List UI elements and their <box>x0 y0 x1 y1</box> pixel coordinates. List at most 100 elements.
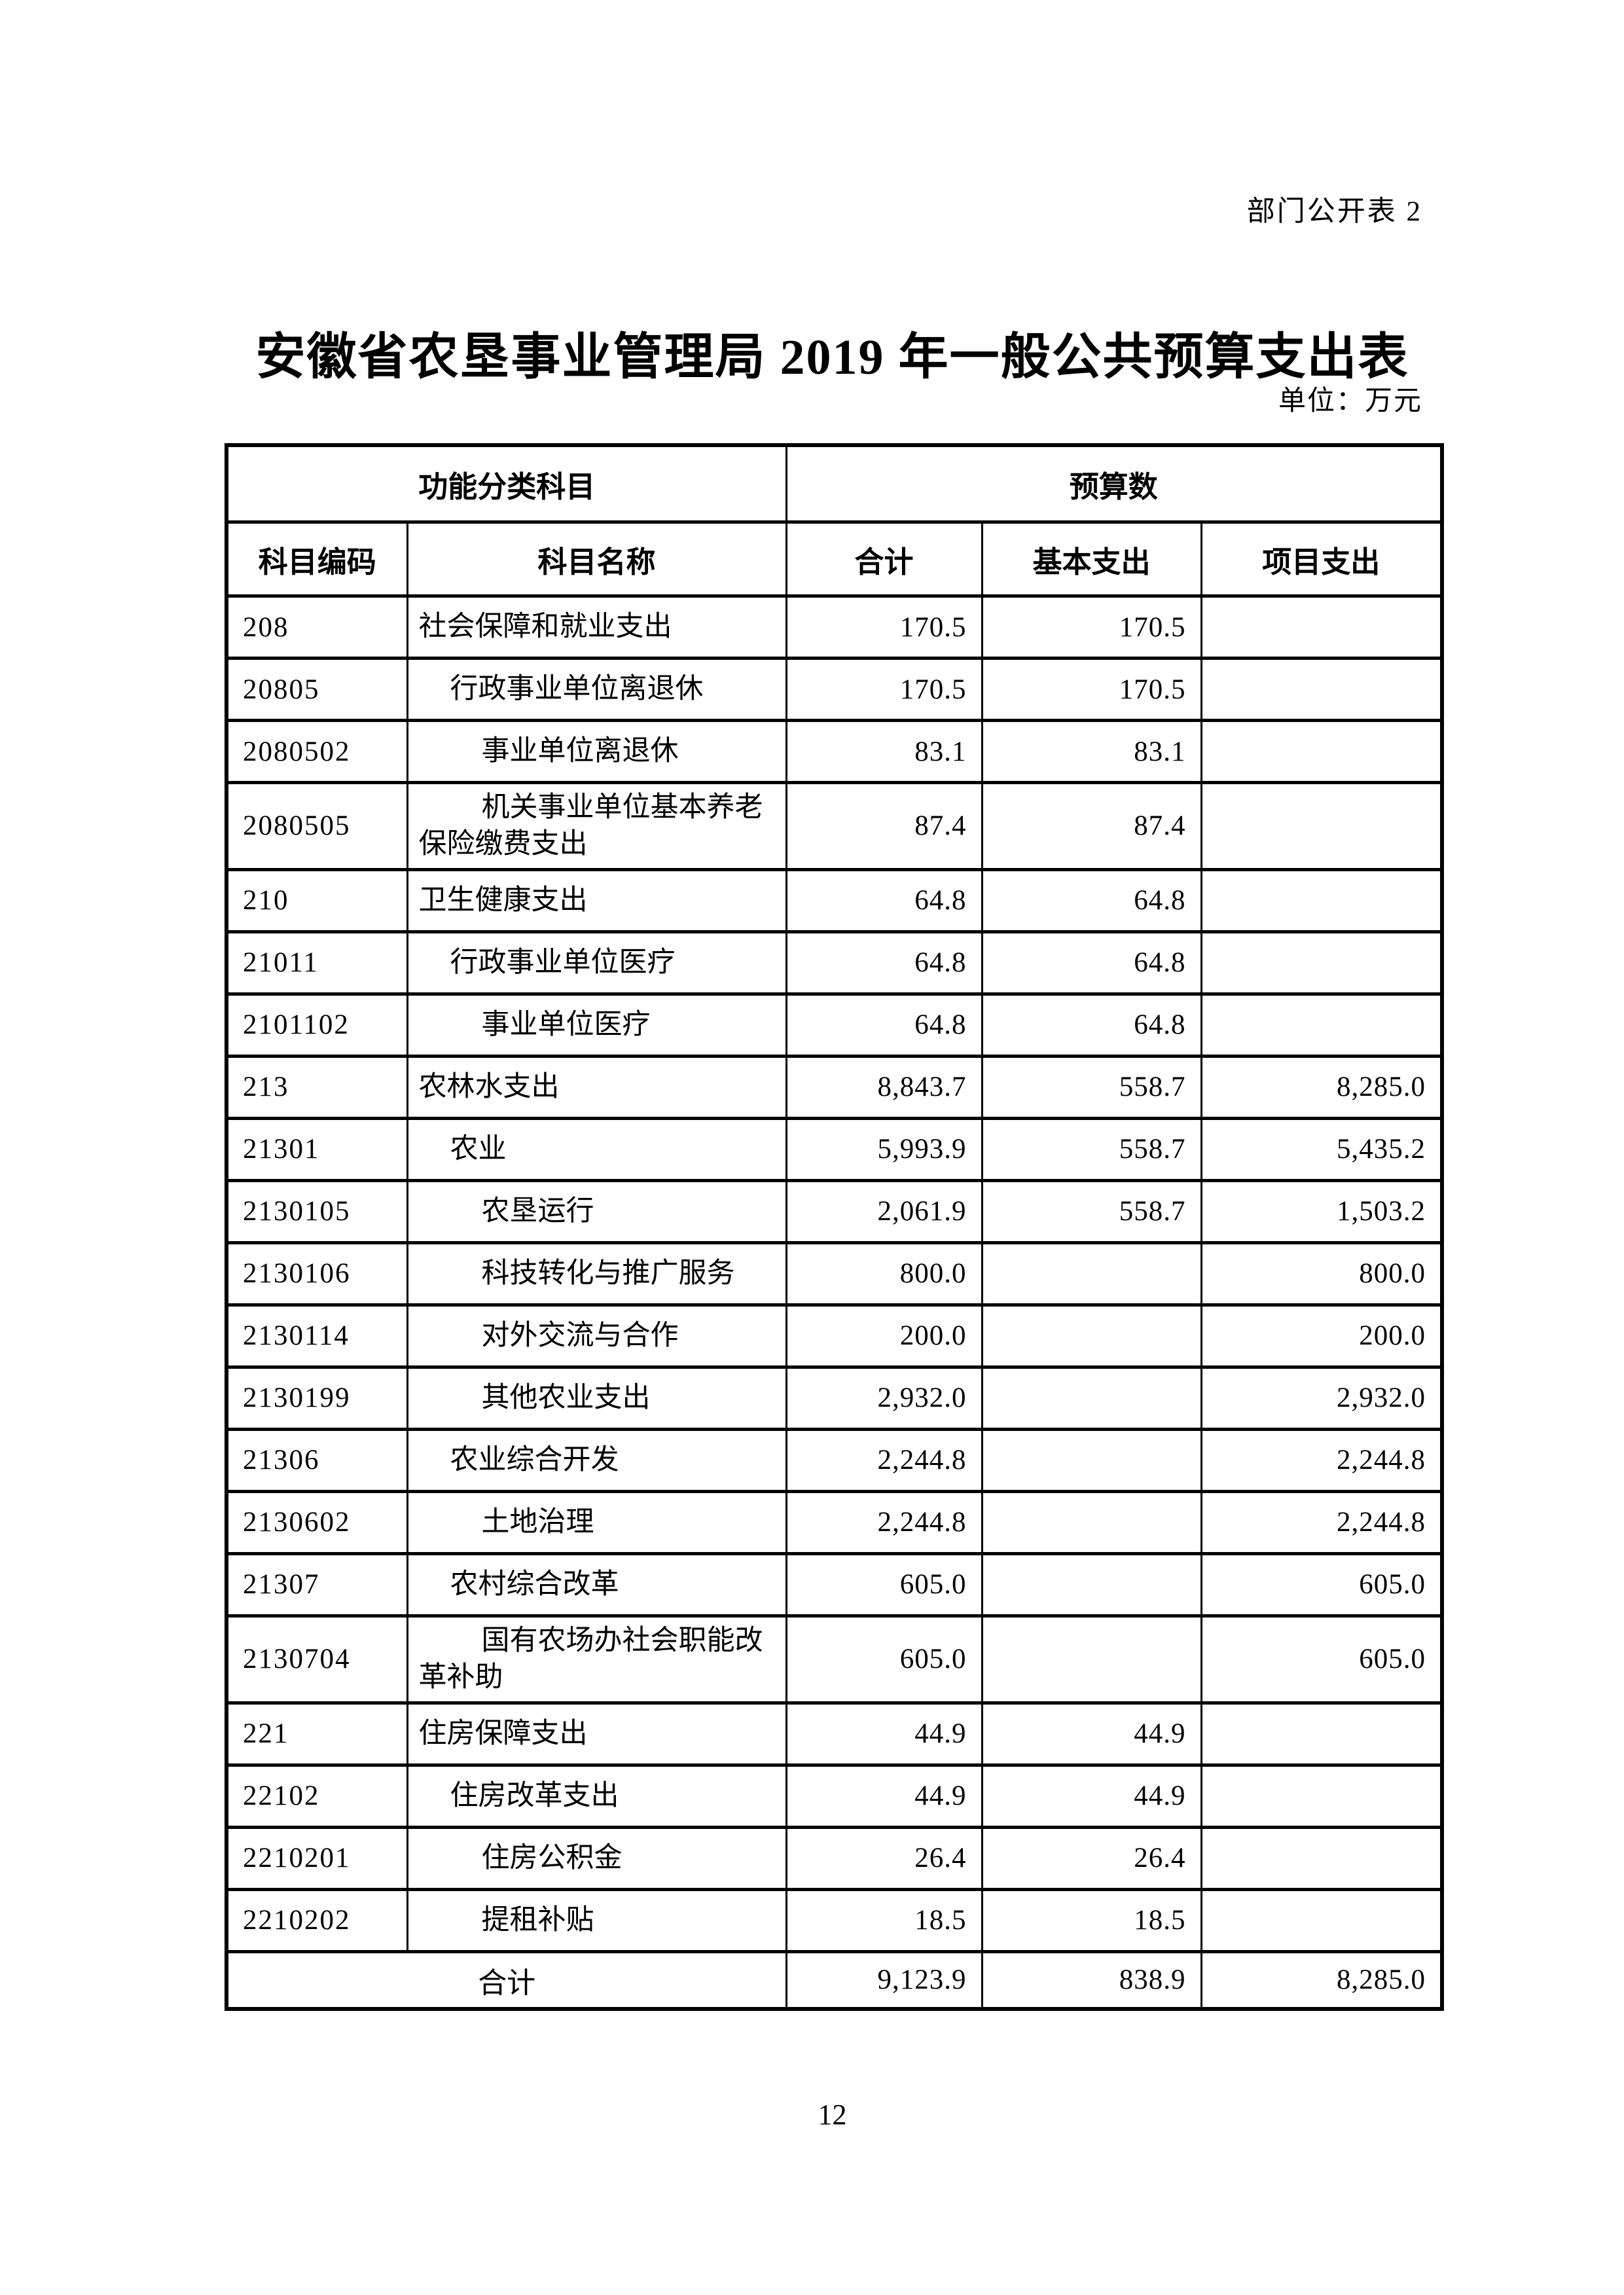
total-amount-cell: 44.9 <box>785 1763 983 1829</box>
project-expenditure-cell: 2,932.0 <box>1200 1365 1443 1431</box>
total-amount-cell: 2,244.8 <box>785 1489 983 1555</box>
total-amount-cell: 5,993.9 <box>785 1116 983 1182</box>
subject-code-cell: 2130114 <box>225 1303 408 1369</box>
subject-name-cell: 其他农业支出 <box>406 1365 787 1431</box>
table-row: 2080505 机关事业单位基本养老保险缴费支出 87.4 87.4 <box>225 781 1443 871</box>
total-amount-cell: 64.8 <box>785 992 983 1058</box>
table-body: 208 社会保障和就业支出 170.5 170.5 20805 行政事业单位离退休 170.… <box>225 594 1443 1953</box>
header-budget-numbers: 预算数 <box>785 443 1443 524</box>
table-row: 2130105 农垦运行 2,061.9 558.7 1,503.2 <box>225 1178 1443 1244</box>
subject-name-cell: 提租补贴 <box>406 1887 787 1953</box>
subject-name-cell: 国有农场办社会职能改革补助 <box>406 1614 787 1705</box>
subject-name-cell: 农垦运行 <box>406 1178 787 1244</box>
basic-expenditure-cell: 170.5 <box>981 657 1202 722</box>
subject-code-cell: 21301 <box>225 1116 408 1182</box>
totals-row: 合计 9,123.9 838.9 8,285.0 <box>225 1949 1443 2011</box>
project-expenditure-cell: 2,244.8 <box>1200 1427 1443 1493</box>
basic-expenditure-cell: 558.7 <box>981 1116 1202 1182</box>
project-expenditure-cell <box>1200 1701 1443 1767</box>
basic-expenditure-cell: 44.9 <box>981 1701 1202 1767</box>
subject-code-cell: 2130106 <box>225 1240 408 1307</box>
page-title: 安徽省农垦事业管理局 2019 年一般公共预算支出表 <box>255 329 1409 385</box>
total-amount-cell: 2,061.9 <box>785 1178 983 1244</box>
subject-name-cell: 社会保障和就业支出 <box>406 594 787 660</box>
subject-name-cell: 卫生健康支出 <box>406 867 787 933</box>
subject-code-cell: 2210202 <box>225 1887 408 1953</box>
table-row: 20805 行政事业单位离退休 170.5 170.5 <box>225 657 1443 722</box>
basic-expenditure-cell: 558.7 <box>981 1178 1202 1244</box>
table-footer: 合计 9,123.9 838.9 8,285.0 <box>225 1949 1443 2011</box>
subject-code-cell: 221 <box>225 1701 408 1767</box>
table-row: 2130106 科技转化与推广服务 800.0 800.0 <box>225 1240 1443 1307</box>
subject-code-cell: 213 <box>225 1054 408 1120</box>
total-amount-cell: 83.1 <box>785 719 983 784</box>
subject-name-cell: 土地治理 <box>406 1489 787 1555</box>
basic-expenditure-cell: 44.9 <box>981 1763 1202 1829</box>
subject-code-cell: 2210201 <box>225 1825 408 1891</box>
header-group-row: 功能分类科目 预算数 <box>225 443 1443 524</box>
basic-expenditure-cell <box>981 1303 1202 1369</box>
basic-expenditure-cell <box>981 1240 1202 1307</box>
subject-code-cell: 2130199 <box>225 1365 408 1431</box>
totals-basic-cell: 838.9 <box>981 1949 1202 2011</box>
project-expenditure-cell <box>1200 1887 1443 1953</box>
project-expenditure-cell <box>1200 930 1443 996</box>
table-row: 2210201 住房公积金 26.4 26.4 <box>225 1825 1443 1891</box>
col-header-project-expenditure: 项目支出 <box>1200 520 1443 598</box>
basic-expenditure-cell: 64.8 <box>981 867 1202 933</box>
col-header-subject-code: 科目编码 <box>225 520 408 598</box>
total-amount-cell: 87.4 <box>785 781 983 871</box>
table-row: 2130199 其他农业支出 2,932.0 2,932.0 <box>225 1365 1443 1431</box>
table-row: 2130114 对外交流与合作 200.0 200.0 <box>225 1303 1443 1369</box>
subject-name-cell: 事业单位医疗 <box>406 992 787 1058</box>
basic-expenditure-cell: 170.5 <box>981 594 1202 660</box>
subject-name-cell: 对外交流与合作 <box>406 1303 787 1369</box>
header-columns-row: 科目编码 科目名称 合计 基本支出 项目支出 <box>225 520 1443 598</box>
total-amount-cell: 170.5 <box>785 657 983 722</box>
total-amount-cell: 26.4 <box>785 1825 983 1891</box>
basic-expenditure-cell <box>981 1427 1202 1493</box>
totals-label-cell: 合计 <box>225 1949 787 2011</box>
subject-name-cell: 行政事业单位离退休 <box>406 657 787 722</box>
subject-name-cell: 农林水支出 <box>406 1054 787 1120</box>
table-row: 22102 住房改革支出 44.9 44.9 <box>225 1763 1443 1829</box>
subject-name-cell: 科技转化与推广服务 <box>406 1240 787 1307</box>
corner-label: 部门公开表 2 <box>1246 196 1422 227</box>
total-amount-cell: 44.9 <box>785 1701 983 1767</box>
total-amount-cell: 605.0 <box>785 1551 983 1617</box>
subject-code-cell: 2080505 <box>225 781 408 871</box>
budget-table: 功能分类科目 预算数 科目编码 科目名称 合计 基本支出 项目支出 208 社会保… <box>225 443 1445 2011</box>
project-expenditure-cell: 5,435.2 <box>1200 1116 1443 1182</box>
table-row: 21306 农业综合开发 2,244.8 2,244.8 <box>225 1427 1443 1493</box>
table-row: 208 社会保障和就业支出 170.5 170.5 <box>225 594 1443 660</box>
table-row: 2130704 国有农场办社会职能改革补助 605.0 605.0 <box>225 1614 1443 1705</box>
basic-expenditure-cell: 87.4 <box>981 781 1202 871</box>
subject-name-cell: 住房改革支出 <box>406 1763 787 1829</box>
basic-expenditure-cell: 26.4 <box>981 1825 1202 1891</box>
subject-code-cell: 21011 <box>225 930 408 996</box>
table-row: 213 农林水支出 8,843.7 558.7 8,285.0 <box>225 1054 1443 1120</box>
total-amount-cell: 170.5 <box>785 594 983 660</box>
project-expenditure-cell: 800.0 <box>1200 1240 1443 1307</box>
project-expenditure-cell: 1,503.2 <box>1200 1178 1443 1244</box>
project-expenditure-cell: 2,244.8 <box>1200 1489 1443 1555</box>
subject-code-cell: 210 <box>225 867 408 933</box>
total-amount-cell: 605.0 <box>785 1614 983 1705</box>
subject-code-cell: 21307 <box>225 1551 408 1617</box>
project-expenditure-cell <box>1200 657 1443 722</box>
subject-name-cell: 农业综合开发 <box>406 1427 787 1493</box>
col-header-total: 合计 <box>785 520 983 598</box>
project-expenditure-cell <box>1200 1763 1443 1829</box>
project-expenditure-cell <box>1200 992 1443 1058</box>
table-row: 21307 农村综合改革 605.0 605.0 <box>225 1551 1443 1617</box>
subject-name-cell: 住房公积金 <box>406 1825 787 1891</box>
col-header-subject-name: 科目名称 <box>406 520 787 598</box>
subject-code-cell: 2080502 <box>225 719 408 784</box>
subject-name-cell: 行政事业单位医疗 <box>406 930 787 996</box>
total-amount-cell: 64.8 <box>785 867 983 933</box>
basic-expenditure-cell: 18.5 <box>981 1887 1202 1953</box>
subject-name-cell: 农村综合改革 <box>406 1551 787 1617</box>
totals-project-cell: 8,285.0 <box>1200 1949 1443 2011</box>
table-header: 功能分类科目 预算数 科目编码 科目名称 合计 基本支出 项目支出 <box>225 443 1443 598</box>
